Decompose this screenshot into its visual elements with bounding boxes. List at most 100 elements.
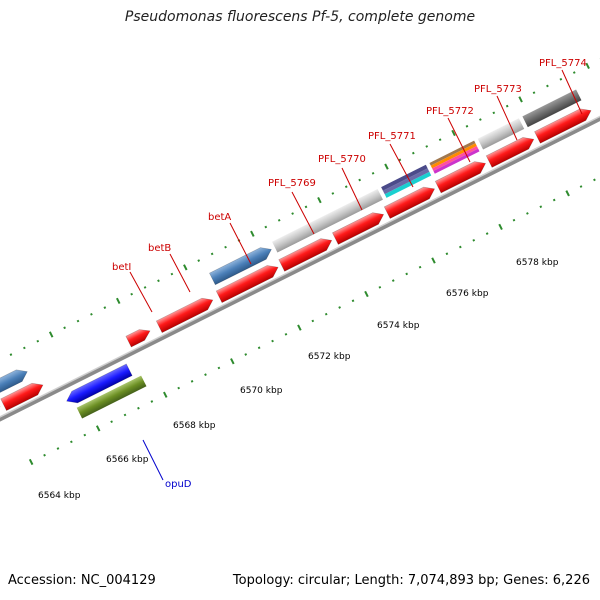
outer-tick [317, 197, 322, 204]
pfl5773-leader [496, 95, 518, 141]
outer-tick [63, 326, 66, 330]
pfl5771-stripe [384, 171, 432, 198]
inner-tick [297, 324, 302, 331]
outer-tick [224, 245, 227, 249]
inner-tick [257, 346, 261, 350]
inner-tick [351, 299, 355, 303]
inner-tick [150, 400, 154, 403]
inner-tick [539, 205, 543, 209]
pfl5773-gene-bar [477, 118, 525, 150]
inner-tick [364, 290, 369, 298]
map-title: Pseudomonas fluorescens Pf-5, complete g… [124, 9, 476, 25]
outer-tick [103, 306, 107, 309]
scale-label-6578: 6578 kbp [516, 258, 559, 268]
genome-stats-text: Topology: circular; Length: 7,074,893 bp… [232, 573, 590, 588]
pfl5771-leader [389, 143, 414, 188]
outer-tick [48, 331, 54, 338]
scale-label-6572: 6572 kbp [308, 352, 351, 362]
outer-tick [465, 124, 469, 128]
inner-tick [311, 319, 315, 323]
pfl5769-label: PFL_5769 [268, 178, 316, 189]
inner-tick [445, 252, 449, 256]
pfl5772-stripe [432, 145, 479, 172]
inner-tick [95, 425, 101, 432]
pfl5773-label: PFL_5773 [474, 84, 522, 95]
inner-tick [217, 366, 221, 370]
genome-backbone [0, 2, 600, 454]
cds-arrow [332, 212, 385, 245]
cds-arrow [0, 382, 44, 411]
cds-arrow [125, 329, 151, 348]
scale-label-6574: 6574 kbp [377, 321, 420, 331]
pfl5774-label: PFL_5774 [539, 58, 587, 69]
outer-tick [291, 212, 294, 215]
outer-tick [90, 312, 93, 316]
outer-tick [76, 319, 80, 323]
outer-tick [331, 192, 335, 195]
opuD-gene-bar-upper [66, 363, 133, 404]
inner-tick [472, 238, 476, 242]
outer-tick [572, 71, 576, 74]
outer-tick [559, 77, 563, 81]
outer-tick [143, 286, 147, 289]
outer-tick [518, 96, 523, 103]
pfl5772-stripe [430, 143, 477, 169]
outer-tick [358, 178, 362, 182]
outer-tick [451, 129, 456, 137]
cds-arrow [383, 186, 436, 219]
pfl5774-leader [561, 69, 583, 115]
inner-tick [579, 185, 583, 188]
outer-tick [505, 104, 509, 108]
inner-tick [284, 332, 288, 336]
outer-tick [546, 84, 549, 88]
inner-tick [244, 353, 248, 356]
cds-arrow [434, 161, 487, 194]
inner-tick [498, 223, 503, 231]
outer-tick [277, 218, 281, 222]
pfl5771-stripe [381, 164, 428, 191]
outer-tick [425, 145, 429, 148]
genome-backbone-highlight [0, 1, 600, 451]
accession-text: Accession: NC_004129 [8, 573, 156, 588]
outer-tick [170, 272, 174, 276]
pfl5772-stripe [433, 148, 480, 174]
pfl5772-label: PFL_5772 [426, 106, 474, 117]
cds-arrow [155, 297, 214, 334]
inner-tick [123, 413, 127, 417]
inner-tick [418, 265, 422, 269]
inner-tick-row [28, 178, 596, 466]
inner-tick [458, 245, 462, 249]
pfl5774-gene-bar [522, 89, 582, 128]
cds-arrow [215, 265, 279, 304]
scale-label-6566: 6566 kbp [106, 455, 149, 465]
inner-tick [593, 178, 596, 182]
outer-tick [210, 252, 214, 256]
gene-bar-left [0, 369, 28, 410]
inner-tick [431, 257, 436, 264]
outer-tick [304, 205, 308, 209]
outer-tick-row [9, 57, 600, 356]
pfl5772-stripe [429, 140, 476, 166]
inner-tick [190, 380, 194, 383]
feature-layer [0, 89, 592, 428]
betA-label: betA [208, 212, 231, 223]
betA-leader [229, 222, 252, 265]
outer-tick [371, 171, 375, 175]
inner-tick [28, 458, 34, 466]
gene-label-layer: betI betB betA PFL_5769 PFL_5770 PFL_577… [112, 58, 587, 490]
outer-tick [36, 339, 40, 343]
inner-tick [43, 453, 46, 457]
cds-arrow [485, 137, 535, 168]
outer-tick [264, 225, 268, 229]
outer-tick [492, 111, 496, 115]
opuD-leader [142, 439, 164, 481]
cds-arrow [534, 108, 592, 144]
outer-tick [438, 138, 442, 142]
pfl5771-stripe [382, 168, 430, 195]
betI-leader [129, 271, 153, 313]
cds-arrow [0, 404, 1, 428]
genome-track [0, 1, 600, 466]
outer-tick [384, 163, 389, 170]
inner-tick [230, 358, 235, 365]
